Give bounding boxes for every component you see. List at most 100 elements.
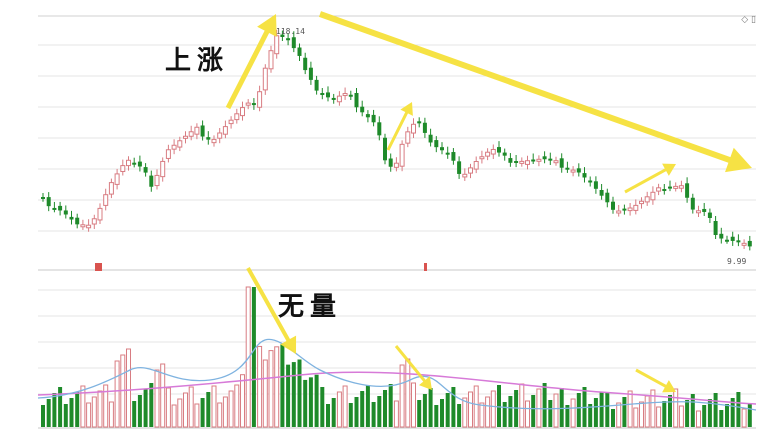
volume-bar-down bbox=[440, 399, 444, 427]
volume-bar-down bbox=[69, 398, 74, 427]
candle-down bbox=[588, 180, 593, 183]
volume-bar-down bbox=[593, 398, 598, 427]
candle-down bbox=[137, 161, 142, 167]
volume-bar-down bbox=[348, 403, 353, 427]
candle-up bbox=[126, 159, 131, 167]
volume-bar-up bbox=[644, 395, 650, 428]
volume-bar-down bbox=[251, 287, 256, 427]
volume-bar-up bbox=[126, 348, 131, 428]
volume-bar-down bbox=[611, 409, 615, 427]
volume-bar-down bbox=[149, 383, 154, 427]
candle-down bbox=[445, 152, 450, 155]
candle-down bbox=[69, 216, 74, 220]
volume-bar-up bbox=[245, 286, 251, 428]
volume-bar-down bbox=[371, 402, 376, 427]
volume-bar-down bbox=[58, 387, 63, 427]
volume-bar-up bbox=[336, 391, 342, 428]
volume-bar-down bbox=[497, 385, 501, 427]
candle-down bbox=[422, 122, 427, 133]
candle-up bbox=[194, 126, 200, 135]
grid-lines bbox=[38, 15, 756, 429]
candle-up bbox=[240, 107, 245, 117]
candle-up bbox=[114, 173, 120, 185]
volume-bar-down bbox=[508, 396, 513, 427]
up-annotation-label: 上涨 bbox=[165, 46, 230, 76]
candle-down bbox=[576, 168, 581, 173]
volume-bar-up bbox=[490, 390, 496, 428]
candle-down bbox=[565, 167, 570, 170]
volume-bar-up bbox=[194, 403, 200, 428]
volume-bar-up bbox=[240, 374, 245, 428]
volume-bar-down bbox=[719, 410, 724, 427]
volume-bar-up bbox=[553, 393, 559, 428]
candle-down bbox=[599, 190, 604, 196]
candle-down bbox=[132, 162, 137, 165]
volume-bar-down bbox=[457, 404, 462, 427]
candle-up bbox=[222, 126, 228, 135]
volume-bar-up bbox=[519, 383, 525, 428]
volume-bar-up bbox=[86, 402, 92, 428]
volume-bar-up bbox=[211, 385, 217, 428]
volume-bar-down bbox=[422, 394, 427, 427]
candle-up bbox=[678, 185, 684, 189]
up-trend-arrow bbox=[225, 14, 277, 110]
candle-down bbox=[41, 197, 45, 199]
diamond-icon[interactable]: ◇ bbox=[741, 15, 749, 25]
candlesticks bbox=[41, 29, 752, 251]
volume-bar-down bbox=[360, 391, 365, 427]
volume-bar-down bbox=[531, 395, 536, 427]
candle-down bbox=[63, 210, 68, 215]
volume-bar-down bbox=[280, 344, 285, 427]
candle-up bbox=[342, 93, 348, 97]
candle-up bbox=[183, 135, 188, 139]
candle-down bbox=[297, 47, 302, 56]
volume-bar-up bbox=[274, 346, 280, 428]
volume-bar-down bbox=[662, 401, 667, 427]
candle-up bbox=[245, 102, 251, 106]
candle-up bbox=[650, 191, 656, 201]
candle-down bbox=[326, 92, 330, 98]
candle-down bbox=[502, 152, 507, 156]
volume-bar-down bbox=[417, 400, 422, 427]
volume-bar-down bbox=[565, 405, 570, 427]
candle-down bbox=[200, 125, 205, 137]
candle-down bbox=[707, 212, 712, 218]
candle-up bbox=[86, 224, 92, 229]
candle-down bbox=[622, 208, 627, 211]
volume-bar-down bbox=[747, 403, 752, 427]
volume-bar-up bbox=[678, 405, 684, 428]
candle-down bbox=[286, 38, 291, 41]
window-icon[interactable]: ▯ bbox=[751, 15, 756, 25]
volume-bar-up bbox=[165, 387, 171, 428]
candle-up bbox=[525, 160, 530, 165]
candle-down bbox=[531, 159, 536, 162]
candle-down bbox=[383, 137, 387, 161]
volume-bar-down bbox=[314, 374, 319, 427]
candle-up bbox=[633, 204, 639, 211]
candle-up bbox=[228, 119, 234, 125]
candle-up bbox=[177, 140, 183, 148]
candle-down bbox=[428, 134, 433, 143]
candle-up bbox=[268, 50, 274, 70]
marker-icon bbox=[95, 263, 102, 271]
volume-bar-down bbox=[320, 387, 325, 427]
candle-down bbox=[457, 161, 462, 174]
candle-down bbox=[685, 183, 690, 198]
candle-up bbox=[108, 182, 114, 195]
candle-down bbox=[508, 158, 513, 163]
candle-up bbox=[673, 185, 679, 189]
volume-bar-down bbox=[377, 396, 382, 427]
candle-down bbox=[354, 93, 359, 108]
moving-average-lines bbox=[37, 338, 757, 411]
volume-bar-up bbox=[257, 345, 263, 428]
candle-up bbox=[411, 123, 416, 134]
volume-bar-down bbox=[451, 387, 456, 427]
candle-down bbox=[747, 240, 752, 247]
volume-bar-up bbox=[262, 359, 268, 428]
volume-bar-down bbox=[428, 388, 433, 427]
volume-bar-down bbox=[685, 400, 690, 427]
volume-bar-up bbox=[405, 358, 411, 428]
volume-bar-up bbox=[479, 402, 485, 428]
candle-down bbox=[702, 208, 707, 212]
candle-up bbox=[490, 148, 496, 155]
